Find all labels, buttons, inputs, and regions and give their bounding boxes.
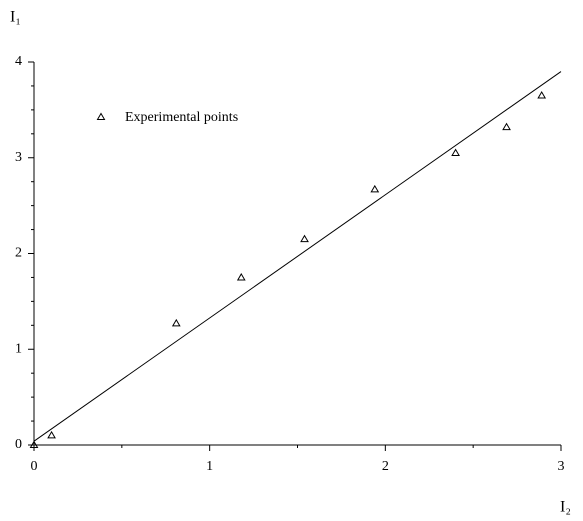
data-point [29,440,39,448]
data-point [47,430,56,439]
data-point [236,272,246,281]
y-tick-label: 1 [15,341,22,356]
y-tick-label: 3 [15,150,22,165]
x-axis-label: I₂ [560,499,571,516]
x-tick-label: 3 [558,459,565,474]
x-tick-label: 2 [382,459,389,474]
legend-label: Experimental points [125,110,238,125]
y-tick-label: 4 [15,54,22,69]
data-point [171,318,181,327]
x-tick-label: 1 [206,459,213,474]
x-tick-label: 0 [31,459,38,474]
y-axis-label: I₁ [10,9,21,26]
data-point [502,122,511,131]
y-tick-label: 2 [15,246,22,261]
data-point [370,184,380,193]
legend-marker [96,112,106,120]
y-tick-label: 0 [15,437,22,452]
fit-line [33,71,562,442]
data-point [451,148,460,156]
data-point [300,234,309,243]
data-point [537,91,547,99]
